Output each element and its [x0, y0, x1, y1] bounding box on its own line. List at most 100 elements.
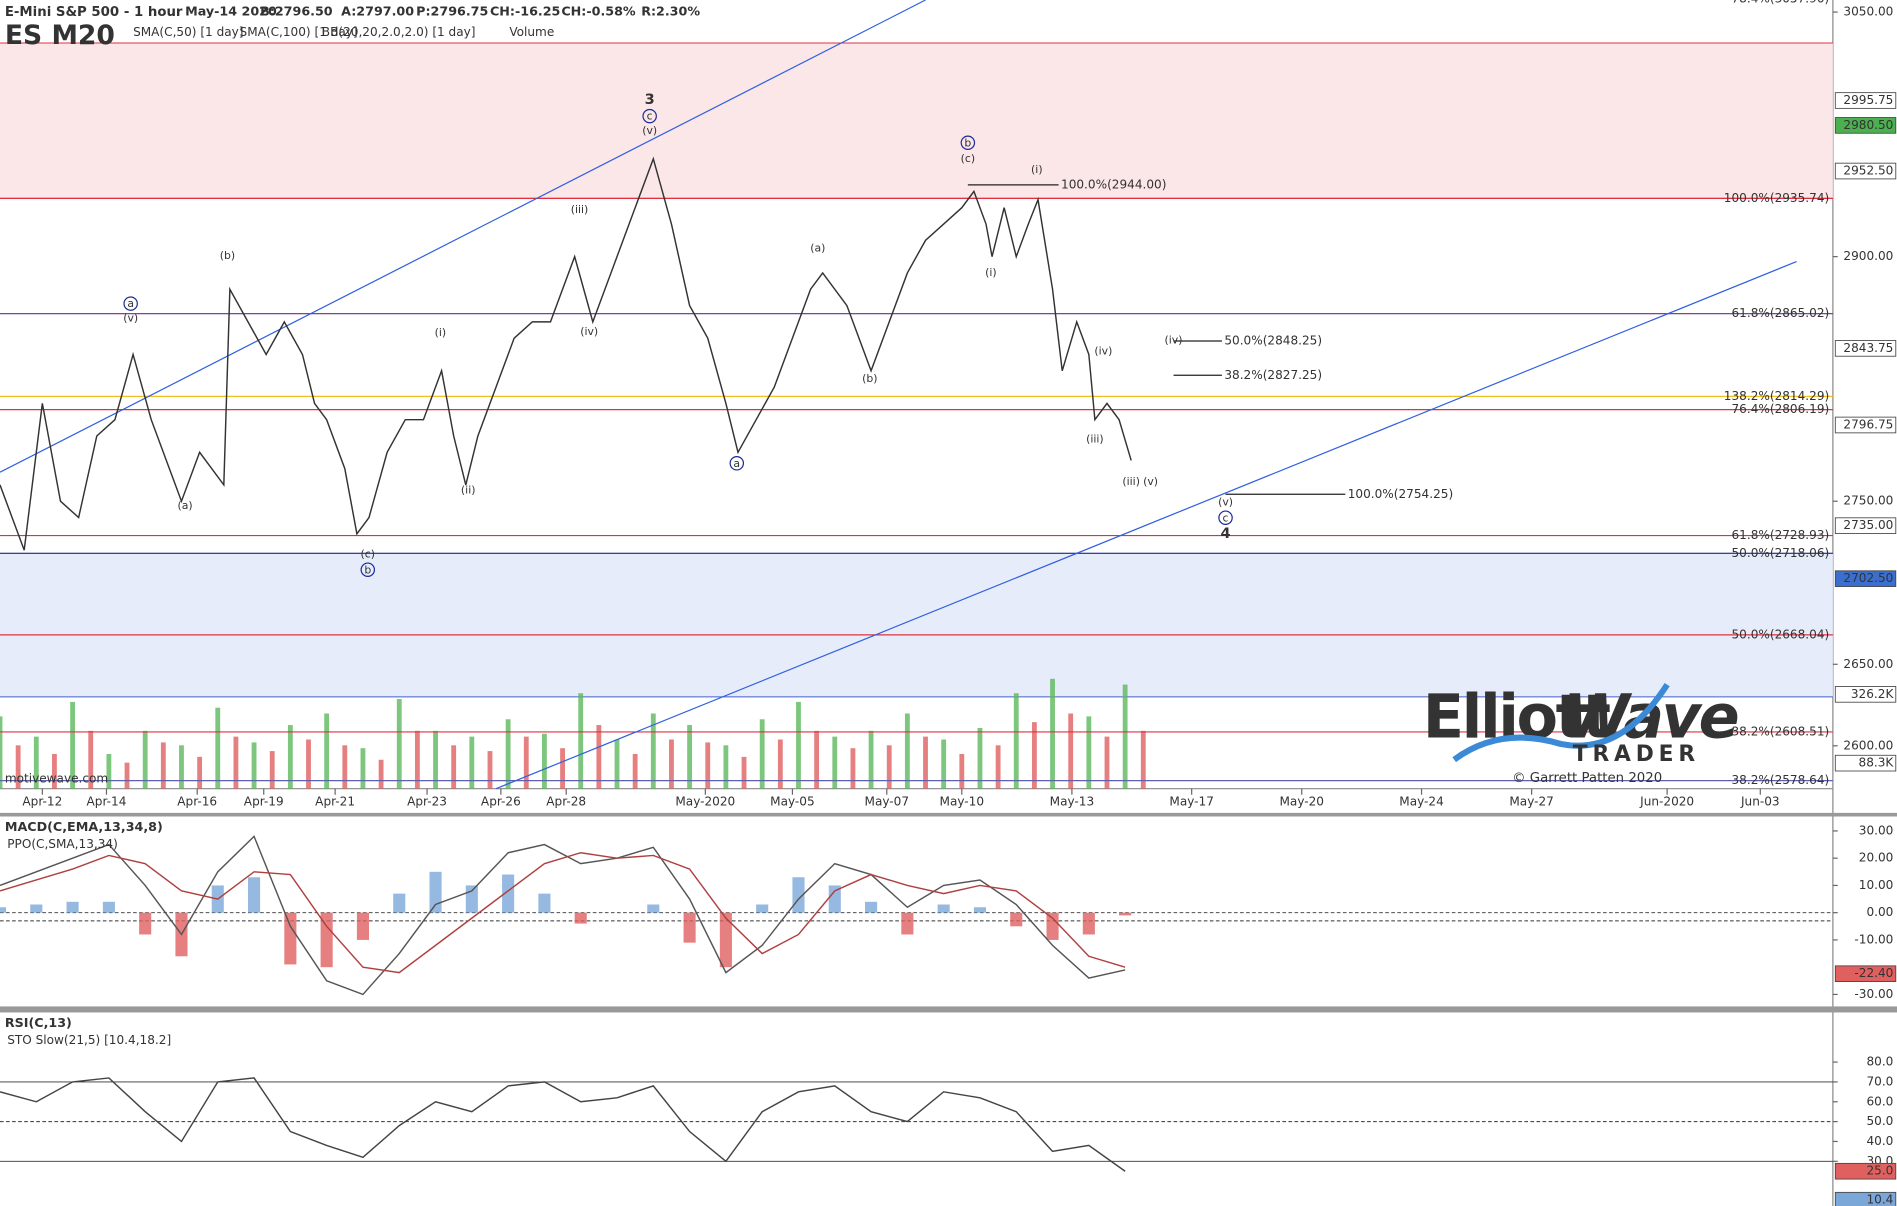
price-box [1834, 570, 1897, 587]
volume-bar [487, 751, 493, 789]
wave-label: (i) [435, 326, 447, 339]
y-tick-label: 30.00 [1859, 823, 1894, 837]
panel-subtitle: PPO(C,SMA,13,34) [7, 837, 118, 851]
volume-box-label: 326.2K [1851, 687, 1895, 701]
volume-bar [923, 736, 928, 789]
price-box [1834, 117, 1897, 134]
price-box-label: 2735.00 [1843, 518, 1893, 532]
indicator-legend: Volume [509, 25, 554, 39]
volume-bar [1086, 716, 1092, 789]
histogram-bar [865, 901, 878, 913]
volume-bar [451, 745, 457, 789]
indicator-legend: BB(20,20,2.0,2.0) [1 day] [322, 25, 476, 39]
x-tick-label: May-20 [1280, 794, 1325, 808]
volume-bar [215, 707, 221, 789]
volume-bar [995, 745, 1001, 789]
volume-bar [1104, 736, 1110, 789]
value-box [1834, 1162, 1897, 1180]
fib-level-label: 78.4%(3057.90) [1731, 0, 1829, 6]
y-tick-label: 0.00 [1866, 905, 1893, 919]
histogram-bar [1082, 912, 1095, 935]
volume-bar [15, 745, 21, 789]
volume-bar [542, 733, 547, 789]
volume-bar [269, 751, 275, 789]
wave-label: (iii) [571, 203, 589, 216]
volume-bar [1050, 678, 1055, 789]
volume-bar [1140, 730, 1146, 789]
volume-bar [52, 753, 57, 789]
volume-bar [396, 699, 402, 789]
x-tick-label: Apr-12 [22, 794, 62, 808]
volume-bar [324, 713, 330, 789]
symbol: ES M20 [5, 20, 115, 51]
volume-bar [941, 739, 947, 789]
fib-level-label: 138.2%(2814.29) [1724, 389, 1829, 403]
wave-label: (a) [810, 242, 825, 255]
indicator-legend: SMA(C,100) [1 day] [240, 25, 358, 39]
wave-label: a [733, 457, 740, 470]
wave-label: 4 [1221, 526, 1231, 542]
histogram-bar [0, 907, 7, 913]
y-tick-label: 50.0 [1866, 1114, 1893, 1128]
x-tick-label: Apr-16 [177, 794, 217, 808]
y-tick-label: -30.00 [1854, 987, 1893, 1001]
logo-swoosh [1452, 683, 1670, 763]
histogram-bar [429, 871, 442, 913]
x-tick-label: Jun-03 [1740, 794, 1780, 808]
volume-bar [669, 739, 674, 789]
panel-title: RSI(C,13) [5, 1015, 72, 1030]
histogram-bar [356, 912, 369, 940]
x-tick-label: May-24 [1399, 794, 1444, 808]
volume-bar [1013, 693, 1019, 789]
logo-trader: TRADER [1573, 742, 1700, 767]
y-tick-label: 10.00 [1859, 878, 1894, 892]
volume-bar [777, 739, 783, 789]
volume-bar [505, 719, 511, 789]
x-tick-label: Apr-21 [315, 794, 355, 808]
histogram-bar [248, 877, 261, 913]
volume-bar [142, 730, 148, 789]
indicator-legend: SMA(C,50) [1 day] [133, 25, 243, 39]
y-tick-label: 2900.00 [1843, 249, 1893, 263]
price-box-label: 2843.75 [1843, 341, 1893, 355]
histogram-bar [756, 904, 769, 913]
volume-bar [904, 713, 910, 789]
volume-bar [650, 713, 656, 789]
wave-label: (ii) [461, 484, 476, 497]
zone [0, 553, 1833, 697]
histogram-bar [393, 893, 406, 913]
volume-bar [796, 701, 801, 789]
wave-label: (iii) [1122, 475, 1140, 488]
y-tick-label: 2650.00 [1843, 657, 1893, 671]
last-value-box-label: -22.40 [1854, 966, 1893, 980]
volume-bar [233, 736, 239, 789]
volume-bar [378, 759, 384, 789]
x-tick-label: Apr-28 [546, 794, 586, 808]
histogram-bar [66, 901, 79, 913]
volume-bar [560, 748, 565, 789]
wave-circle [360, 562, 376, 577]
volume-bar [469, 736, 475, 789]
volume-bar [886, 745, 892, 789]
wave-label: (a) [178, 499, 193, 512]
price-box-label: 2702.50 [1843, 571, 1893, 585]
volume-bar [160, 742, 166, 789]
quote-field: P:2796.75 [416, 4, 488, 19]
wave-label: 3 [645, 92, 655, 108]
histogram-bar [828, 885, 841, 913]
x-tick-label: Apr-14 [87, 794, 127, 808]
quote-field: B:2796.50 [260, 4, 333, 19]
histogram-bar [901, 912, 914, 935]
volume-bar [433, 730, 438, 789]
x-tick-label: May-05 [770, 794, 815, 808]
histogram-bar [538, 893, 551, 913]
volume-bar [33, 736, 39, 789]
y-tick-label: 2600.00 [1843, 738, 1893, 752]
x-tick-label: Apr-26 [481, 794, 521, 808]
volume-bar [124, 762, 130, 789]
x-tick-label: May-2020 [675, 794, 735, 808]
price-box [1834, 340, 1897, 357]
wave-label: (iii) [1086, 433, 1104, 446]
logo-copyright: © Garrett Patten 2020 [1512, 771, 1662, 786]
